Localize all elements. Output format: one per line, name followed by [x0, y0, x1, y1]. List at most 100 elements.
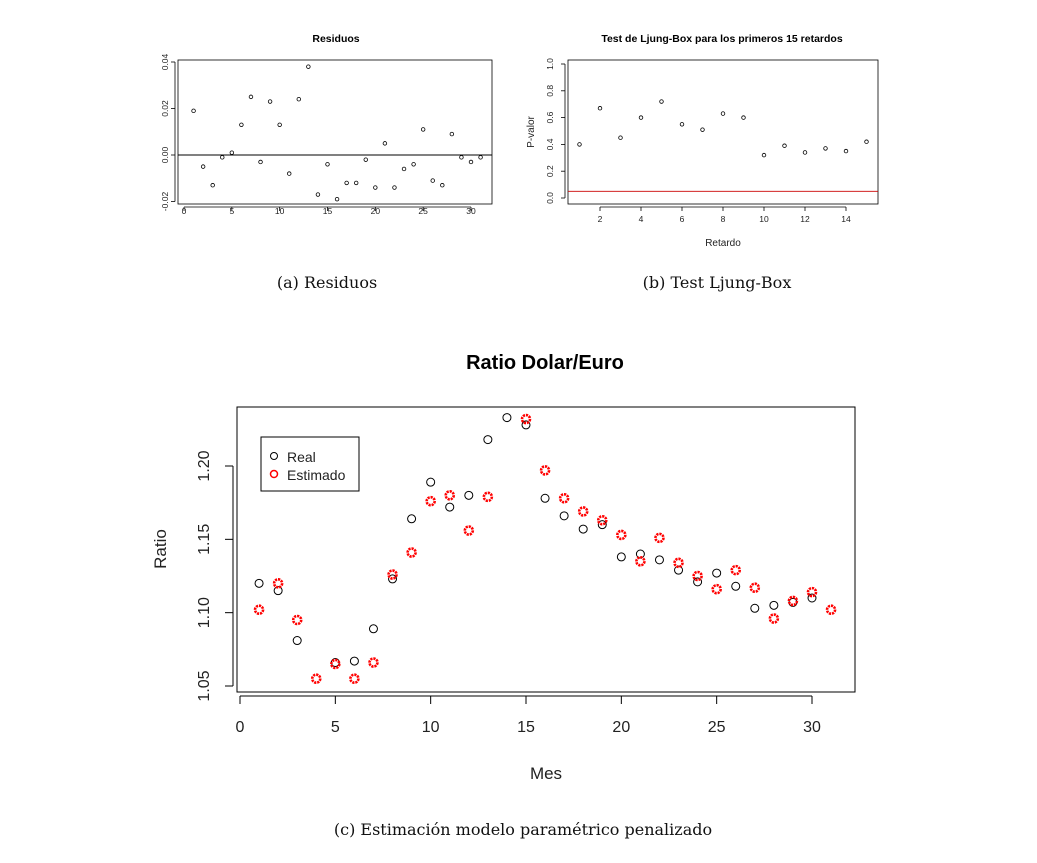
- residuals-point: [258, 159, 263, 165]
- ratio-point-real: [597, 520, 607, 530]
- ratio-point-real: [521, 420, 531, 430]
- ljung-box-x-tick-label: 8: [721, 214, 726, 224]
- ratio-point-real: [502, 413, 512, 423]
- residuals-point: [363, 157, 368, 162]
- ratio-x-tick-label: 25: [708, 719, 726, 736]
- residuals-y-tick-label: 0.00: [160, 146, 170, 163]
- residuals-point: [440, 183, 445, 188]
- ratio-point-real: [368, 624, 378, 634]
- residuals-x-tick-label: 10: [275, 206, 285, 216]
- ljung-box-point: [761, 152, 767, 158]
- ratio-y-tick-label: 1.10: [196, 597, 213, 628]
- ratio-point-real: [750, 603, 760, 613]
- ratio-point-estimado: [616, 529, 627, 541]
- ratio-point-estimado: [635, 556, 646, 567]
- ratio-x-tick-label: 15: [517, 719, 535, 736]
- ratio-point-real: [483, 435, 493, 445]
- legend-real-label: Real: [287, 449, 316, 465]
- ljung-box-panel: Test de Ljung-Box para los primeros 15 r…: [526, 33, 879, 292]
- ratio-y-tick-label: 1.15: [196, 524, 213, 555]
- ratio-x-tick-label: 20: [612, 719, 630, 736]
- residuals-point: [229, 150, 235, 155]
- ratio-point-real: [693, 577, 703, 587]
- ratio-point-estimado: [673, 557, 684, 569]
- legend-real-marker: [270, 452, 278, 460]
- ratio-point-estimado: [253, 604, 265, 616]
- ratio-point-real: [292, 636, 302, 646]
- residuals-point: [401, 166, 407, 172]
- ratio-plot-frame: [236, 406, 856, 693]
- residuals-point: [325, 162, 330, 167]
- residuals-point: [430, 178, 435, 183]
- ratio-point-estimado: [711, 583, 722, 595]
- residuals-x-tick-label: 25: [418, 206, 428, 216]
- ratio-point-real: [807, 593, 817, 603]
- ratio-y-tick-label: 1.05: [196, 670, 213, 701]
- ljung-box-y-tick-label: 0.6: [545, 111, 555, 123]
- ratio-point-estimado: [310, 673, 322, 684]
- ratio-point-estimado: [330, 658, 341, 670]
- residuals-point: [459, 155, 464, 160]
- ratio-x-tick-label: 0: [236, 719, 245, 736]
- ratio-point-real: [349, 656, 359, 666]
- residuals-point: [468, 159, 474, 165]
- residuals-title: Residuos: [312, 33, 359, 45]
- ljung-box-caption: (b) Test Ljung-Box: [643, 273, 792, 292]
- ratio-point-estimado: [806, 586, 818, 598]
- residuals-point: [200, 164, 206, 169]
- residuals-y-tick-label: -0.02: [160, 192, 170, 212]
- ratio-ylabel: Ratio: [151, 529, 170, 569]
- ratio-point-estimado: [768, 613, 780, 624]
- ratio-point-estimado: [349, 673, 360, 684]
- ljung-box-y-tick-label: 0.8: [545, 85, 555, 97]
- ljung-box-x-tick-label: 2: [598, 214, 603, 224]
- ratio-x-tick-label: 10: [422, 719, 440, 736]
- ljung-box-xlabel: Retardo: [705, 238, 741, 249]
- ratio-point-real: [407, 514, 417, 524]
- residuals-point: [306, 64, 311, 69]
- residuals-point: [411, 162, 416, 167]
- ratio-point-real: [712, 568, 722, 578]
- ljung-box-point: [741, 115, 746, 120]
- ratio-point-estimado: [520, 413, 532, 425]
- ratio-title: Ratio Dolar/Euro: [466, 352, 624, 374]
- ratio-point-estimado: [387, 569, 398, 580]
- ratio-point-estimado: [291, 614, 303, 626]
- residuals-point: [449, 131, 455, 137]
- residuals-point: [248, 94, 254, 100]
- ratio-point-real: [559, 511, 569, 521]
- residuals-y-tick-label: 0.04: [160, 53, 170, 70]
- ratio-point-real: [464, 490, 474, 500]
- residuals-point: [420, 127, 426, 132]
- ratio-x-tick-label: 5: [331, 719, 340, 736]
- residuals-point: [191, 108, 196, 114]
- residuals-x-tick-label: 20: [371, 206, 381, 216]
- ljung-box-point: [823, 146, 828, 151]
- residuals-point: [373, 185, 378, 190]
- residuals-point: [392, 185, 397, 190]
- ljung-box-x-tick-label: 4: [639, 214, 644, 224]
- residuals-x-tick-label: 5: [229, 206, 234, 216]
- residuals-x-tick-label: 15: [323, 206, 333, 216]
- residuals-point: [220, 155, 225, 160]
- ratio-point-estimado: [577, 506, 589, 517]
- ratio-caption: (c) Estimación modelo paramétrico penali…: [334, 820, 712, 839]
- ljung-box-point: [597, 106, 603, 111]
- legend-estimado-marker: [269, 469, 279, 479]
- residuals-point: [478, 155, 483, 160]
- ljung-box-x-tick-label: 12: [800, 214, 810, 224]
- legend-box: [260, 436, 360, 492]
- residuals-y-tick-label: 0.02: [160, 100, 170, 117]
- ljung-box-ylabel: P-valor: [526, 115, 537, 147]
- residuals-plot-frame: [177, 59, 493, 205]
- residuals-point: [354, 180, 359, 186]
- ratio-point-estimado: [406, 547, 417, 558]
- residuals-point: [267, 99, 273, 104]
- ratio-point-estimado: [539, 465, 551, 476]
- residuals-point: [344, 180, 349, 186]
- ratio-point-estimado: [825, 604, 837, 616]
- residuals-point: [287, 171, 292, 176]
- ljung-box-point: [782, 143, 787, 148]
- ljung-box-point: [679, 122, 685, 127]
